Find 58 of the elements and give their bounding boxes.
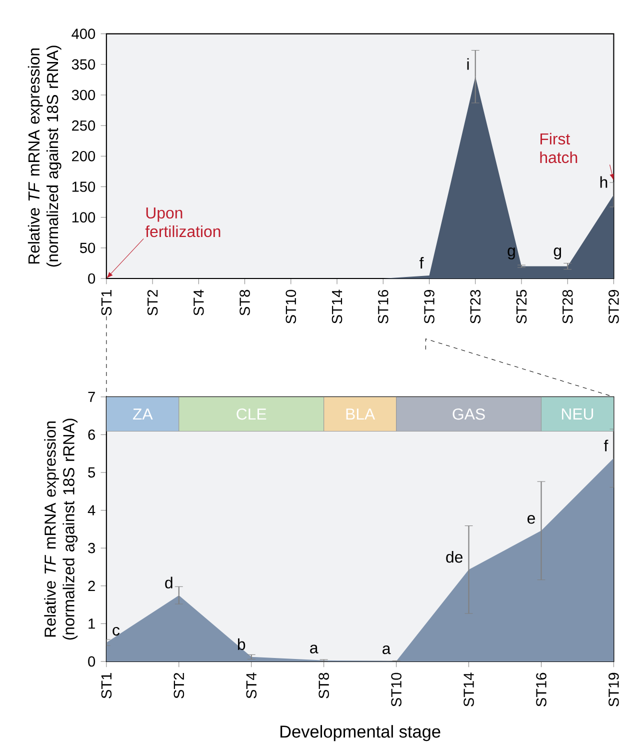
- y-tick-label: 7: [88, 392, 96, 402]
- x-tick-label: ST19: [424, 290, 435, 324]
- y-tick-label: 6: [88, 430, 96, 440]
- y-tick-label: 400: [72, 28, 96, 39]
- x-tick-label: ST1: [101, 672, 112, 698]
- x-tick-label: ST25: [516, 290, 527, 324]
- x-tick-label: ST14: [464, 672, 474, 706]
- y-tick-label: 250: [72, 120, 96, 131]
- annotation: b: [238, 638, 246, 650]
- annotation: e: [528, 515, 536, 524]
- x-tick-label: ST10: [286, 290, 296, 324]
- band-label: NEU: [562, 408, 594, 420]
- x-tick-label: ST2: [148, 290, 158, 316]
- x-axis-title: Developmental stage: [280, 725, 440, 742]
- annotation: c: [112, 626, 120, 636]
- x-tick-label: ST19: [608, 672, 619, 706]
- annotation: i: [467, 58, 469, 70]
- x-tick-label: ST10: [391, 672, 402, 706]
- y-tick-label: 0: [88, 656, 96, 667]
- band-label: BLA: [346, 408, 376, 420]
- annotation: f: [420, 257, 424, 269]
- x-tick-label: ST28: [562, 290, 573, 324]
- x-tick-label: ST16: [378, 290, 388, 324]
- annotation: Upon fertilization: [146, 207, 220, 238]
- y-tick-label: 200: [72, 151, 96, 162]
- y-tick-label: 5: [88, 467, 96, 478]
- x-tick-label: ST29: [608, 290, 620, 324]
- band-label: CLE: [236, 408, 266, 420]
- annotation: g: [554, 248, 562, 260]
- y-tick-label: 350: [72, 59, 96, 70]
- x-tick-label: ST23: [470, 290, 481, 324]
- annotation: First hatch: [540, 132, 578, 164]
- x-tick-label: ST1: [101, 290, 112, 316]
- y-tick-label: 50: [80, 242, 96, 254]
- y-tick-label: 4: [88, 505, 96, 516]
- y-tick-label: 150: [72, 182, 96, 192]
- x-tick-label: ST14: [332, 290, 342, 324]
- annotation: a: [382, 645, 391, 654]
- y-tick-label: 3: [88, 542, 96, 554]
- annotation: de: [446, 551, 463, 563]
- y-tick-label: 300: [72, 90, 96, 100]
- annotation: h: [600, 176, 608, 188]
- x-tick-label: ST8: [318, 672, 330, 698]
- y-tick-label: 2: [88, 580, 96, 591]
- annotation: d: [165, 576, 172, 588]
- x-tick-label: ST2: [174, 672, 184, 698]
- band-label: GAS: [452, 408, 485, 420]
- x-tick-label: ST4: [194, 290, 204, 316]
- y-tick-label: 100: [72, 212, 96, 222]
- annotation: a: [310, 644, 318, 654]
- annotation: g: [508, 248, 516, 260]
- x-tick-label: ST8: [240, 290, 250, 316]
- x-tick-label: ST16: [536, 672, 547, 706]
- y-tick-label: 0: [88, 273, 96, 284]
- y-tick-label: 1: [88, 618, 96, 629]
- x-tick-label: ST4: [246, 672, 257, 698]
- band-label: ZA: [133, 408, 153, 420]
- annotation: f: [604, 440, 608, 452]
